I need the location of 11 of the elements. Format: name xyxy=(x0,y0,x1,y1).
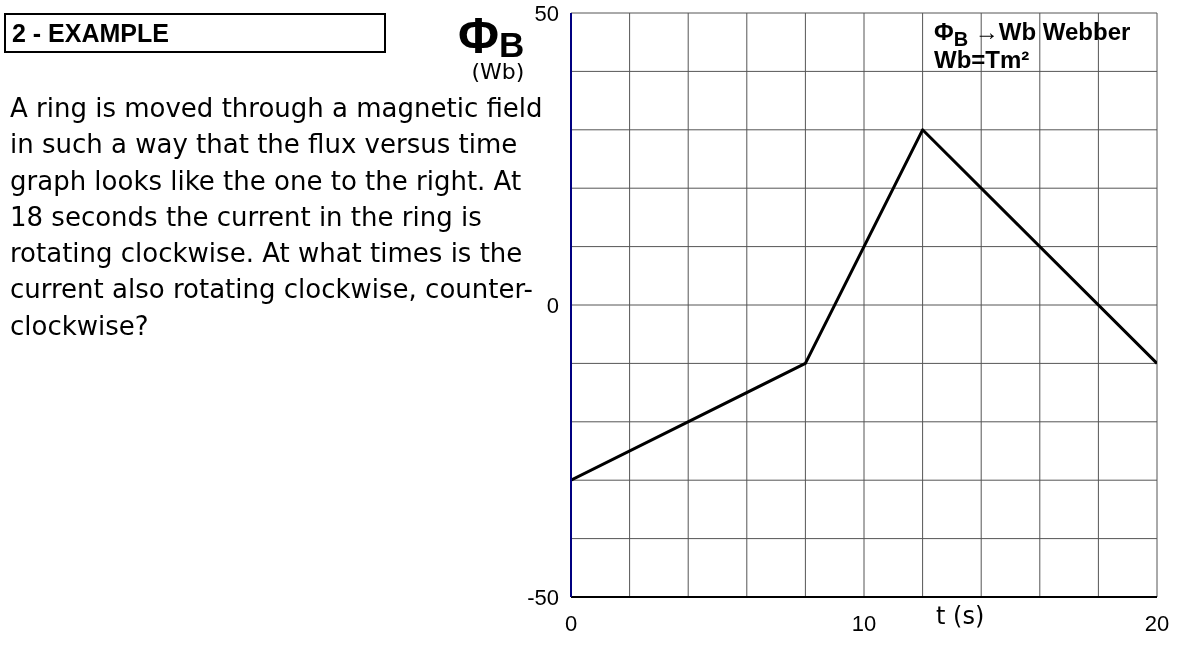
x-tick-label: 0 xyxy=(564,610,578,636)
text: 2 - EXAMPLE xyxy=(4,13,386,53)
y-tick-label: 0 xyxy=(546,292,559,318)
x-tick-label: 20 xyxy=(1144,610,1170,636)
x-tick-label: 10 xyxy=(851,610,877,636)
annotation: Wb=Tm² xyxy=(934,46,1030,74)
x-axis-title: t (s) xyxy=(936,602,985,630)
y-axis-title: Φ$_{B}$ (Wb) xyxy=(458,8,525,84)
text: A ring is moved through a magnetic field in such a way that the flux versus time graph looks like the one to the right. At 18 seconds the current in the ring is rotating clockwise. At what times is the current also rotating clockwise, counter-clockwise? xyxy=(10,93,543,341)
y-tick-label: 50 xyxy=(534,0,559,26)
y-tick-label: -50 xyxy=(527,584,559,610)
